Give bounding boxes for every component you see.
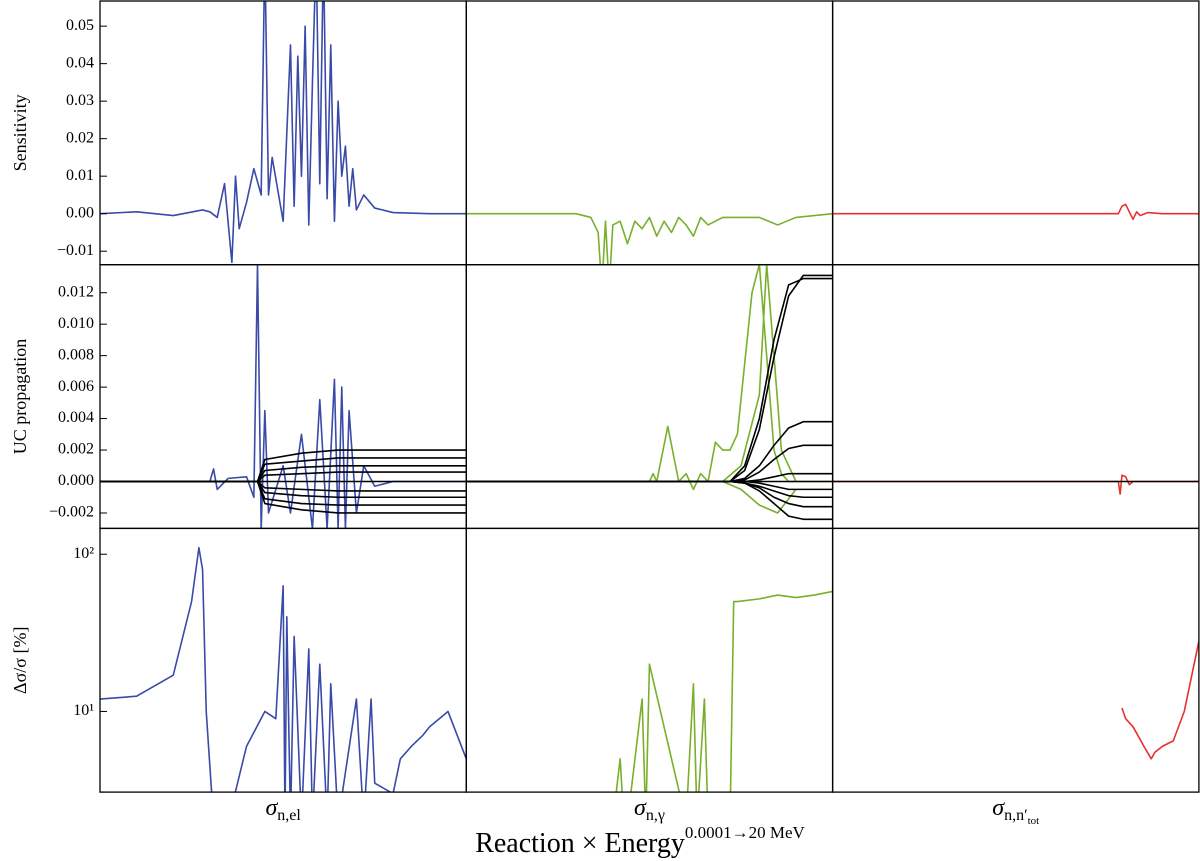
series-line xyxy=(466,277,833,483)
y-tick-label: 0.006 xyxy=(58,378,94,395)
xlabel-sup: 0.0001→20 MeV xyxy=(685,823,806,842)
series-line xyxy=(466,480,833,499)
y-axis-label: Sensitivity xyxy=(10,94,30,171)
y-tick-label: 0.008 xyxy=(58,346,94,363)
y-axis-label: Δσ/σ [%] xyxy=(10,627,30,694)
series-line xyxy=(100,1,467,264)
series-line xyxy=(466,264,833,491)
category-label: σn,el xyxy=(265,795,301,824)
y-tick-label: 0.002 xyxy=(58,441,94,458)
y-tick-label: 0.03 xyxy=(66,92,94,109)
y-tick-label: 0.010 xyxy=(58,315,94,332)
panel xyxy=(832,203,1199,221)
series-line xyxy=(615,590,833,793)
y-tick-label: 0.02 xyxy=(66,129,94,146)
series-line xyxy=(100,471,467,483)
panel xyxy=(1121,640,1199,760)
series-line xyxy=(100,546,467,793)
category-symbol: σ xyxy=(992,795,1005,821)
y-tick-label: −0.002 xyxy=(49,504,94,521)
y-tick-label: 0.01 xyxy=(66,167,94,184)
category-sub: n,γ xyxy=(646,807,665,824)
panel-frame xyxy=(831,0,1200,266)
y-tick-label: −0.01 xyxy=(57,242,94,259)
panel xyxy=(100,546,467,793)
xlabel-main: Reaction × Energy xyxy=(475,828,685,859)
series-line xyxy=(100,264,467,529)
series-line xyxy=(1121,640,1199,760)
series-line xyxy=(722,264,797,483)
y-tick-label: 0.00 xyxy=(66,204,94,221)
y-tick-label: 0.012 xyxy=(58,283,94,300)
category-symbol: σ xyxy=(265,795,278,821)
panel xyxy=(100,1,467,264)
y-tick-label: 10² xyxy=(73,545,94,562)
panel-frame xyxy=(465,527,834,793)
panel-frame xyxy=(99,0,467,266)
category-label: σn,γ xyxy=(634,795,665,824)
y-tick-label: 10¹ xyxy=(73,702,94,719)
category-sub: n,n′ xyxy=(1004,807,1028,824)
panel xyxy=(615,590,833,793)
figure-xlabel: Reaction × Energy0.0001→20 MeV xyxy=(475,823,805,859)
y-tick-label: 0.004 xyxy=(58,409,94,426)
y-tick-label: 0.000 xyxy=(58,472,94,489)
y-tick-label: 0.05 xyxy=(66,17,94,34)
panel-frame xyxy=(831,264,1200,530)
series-line xyxy=(466,480,833,508)
series-line xyxy=(100,480,467,492)
category-sub: n,el xyxy=(277,807,301,824)
y-tick-label: 0.04 xyxy=(66,54,94,71)
panel xyxy=(100,264,467,529)
panel xyxy=(466,212,833,265)
series-line xyxy=(466,274,833,483)
series-line xyxy=(722,480,797,514)
y-axis-label: UC propagation xyxy=(10,339,30,454)
series-line xyxy=(832,203,1199,221)
panel-frame xyxy=(831,527,1200,793)
category-label: σn,n′tot xyxy=(992,795,1039,827)
panel xyxy=(466,264,833,521)
category-subsub: tot xyxy=(1028,815,1040,827)
series-line xyxy=(832,474,1199,495)
series-line xyxy=(466,480,833,491)
category-symbol: σ xyxy=(634,795,647,821)
series-line xyxy=(466,212,833,265)
series-line xyxy=(466,420,833,483)
panel xyxy=(832,474,1199,495)
